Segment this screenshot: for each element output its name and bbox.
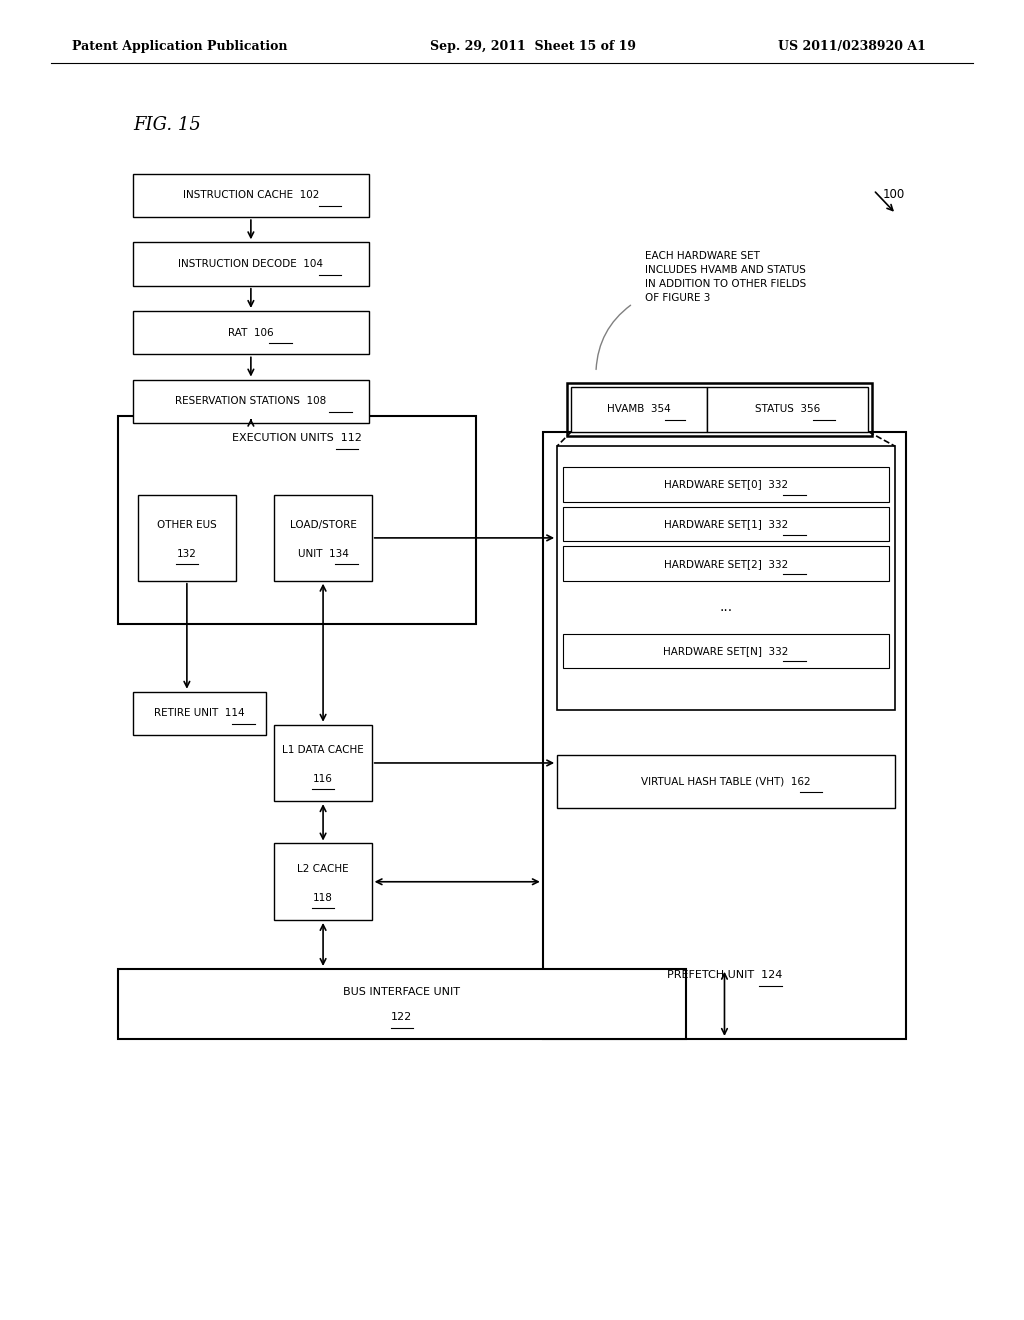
Bar xyxy=(133,380,369,422)
Text: FIG. 15: FIG. 15 xyxy=(133,116,201,135)
Text: 100: 100 xyxy=(883,187,905,201)
Text: HARDWARE SET[1]  332: HARDWARE SET[1] 332 xyxy=(664,519,788,529)
Text: EACH HARDWARE SET
INCLUDES HVAMB AND STATUS
IN ADDITION TO OTHER FIELDS
OF FIGUR: EACH HARDWARE SET INCLUDES HVAMB AND STA… xyxy=(645,251,806,304)
Text: BUS INTERFACE UNIT: BUS INTERFACE UNIT xyxy=(343,987,461,997)
Text: RESERVATION STATIONS  108: RESERVATION STATIONS 108 xyxy=(175,396,327,407)
FancyArrowPatch shape xyxy=(596,305,631,370)
Bar xyxy=(557,755,895,808)
Bar xyxy=(274,725,372,801)
Bar xyxy=(274,843,372,920)
Text: LOAD/STORE: LOAD/STORE xyxy=(290,520,356,529)
Text: HARDWARE SET[0]  332: HARDWARE SET[0] 332 xyxy=(664,479,788,490)
Text: UNIT  134: UNIT 134 xyxy=(298,549,348,558)
Text: RAT  106: RAT 106 xyxy=(228,327,273,338)
Text: INSTRUCTION DECODE  104: INSTRUCTION DECODE 104 xyxy=(178,259,324,269)
Text: RETIRE UNIT  114: RETIRE UNIT 114 xyxy=(155,709,245,718)
Text: HARDWARE SET[N]  332: HARDWARE SET[N] 332 xyxy=(664,645,788,656)
Bar xyxy=(563,507,889,541)
Bar xyxy=(133,243,369,286)
Bar xyxy=(707,387,868,432)
Bar xyxy=(133,173,369,216)
Text: VIRTUAL HASH TABLE (VHT)  162: VIRTUAL HASH TABLE (VHT) 162 xyxy=(641,776,811,787)
Bar xyxy=(567,383,872,436)
Bar xyxy=(274,495,372,581)
Text: HARDWARE SET[2]  332: HARDWARE SET[2] 332 xyxy=(664,558,788,569)
Bar xyxy=(563,634,889,668)
Text: OTHER EUS: OTHER EUS xyxy=(157,520,217,529)
Text: 116: 116 xyxy=(313,774,333,784)
Text: Patent Application Publication: Patent Application Publication xyxy=(72,40,287,53)
Text: L2 CACHE: L2 CACHE xyxy=(297,863,349,874)
Text: STATUS  356: STATUS 356 xyxy=(755,404,820,414)
Bar xyxy=(543,432,906,1039)
Text: 132: 132 xyxy=(177,549,197,558)
Bar xyxy=(563,546,889,581)
Bar xyxy=(138,495,236,581)
Text: EXECUTION UNITS  112: EXECUTION UNITS 112 xyxy=(232,433,361,444)
Text: 122: 122 xyxy=(391,1012,413,1022)
Text: PREFETCH UNIT  124: PREFETCH UNIT 124 xyxy=(667,970,782,981)
Bar xyxy=(557,446,895,710)
Bar xyxy=(133,310,369,354)
Bar xyxy=(118,416,476,624)
Text: Sep. 29, 2011  Sheet 15 of 19: Sep. 29, 2011 Sheet 15 of 19 xyxy=(430,40,636,53)
Text: INSTRUCTION CACHE  102: INSTRUCTION CACHE 102 xyxy=(182,190,319,201)
Bar xyxy=(571,387,707,432)
Text: L1 DATA CACHE: L1 DATA CACHE xyxy=(283,744,364,755)
Bar xyxy=(133,692,266,735)
Text: HVAMB  354: HVAMB 354 xyxy=(607,404,671,414)
Text: ...: ... xyxy=(720,601,732,614)
Bar xyxy=(118,969,686,1039)
Bar xyxy=(563,467,889,502)
Text: 118: 118 xyxy=(313,892,333,903)
Text: US 2011/0238920 A1: US 2011/0238920 A1 xyxy=(778,40,926,53)
